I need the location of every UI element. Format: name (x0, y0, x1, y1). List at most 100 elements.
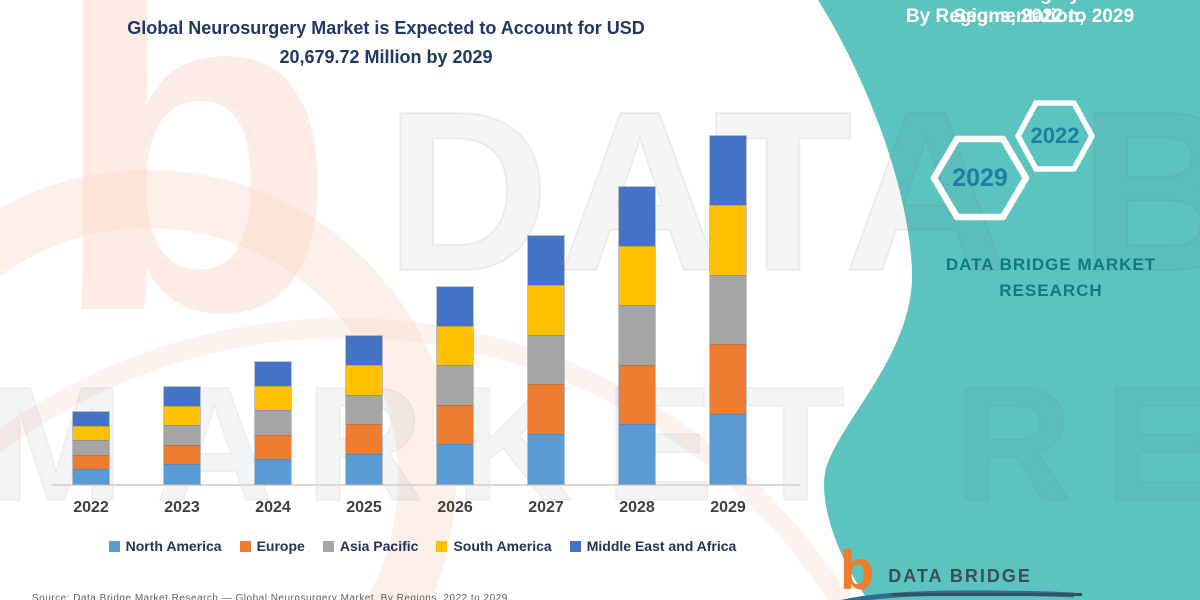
brand-line-1: DATA BRIDGE MARKET (945, 255, 1157, 274)
bar-segment-asia-pacific (619, 305, 655, 365)
bar-segment-south-america (710, 204, 746, 275)
hexagon-2029: 2029 (930, 134, 1030, 222)
bar-stack (345, 335, 383, 485)
bar-stack (436, 286, 474, 485)
bar-segment-south-america (73, 425, 109, 441)
bar-segment-north-america (528, 434, 564, 484)
bar-segment-europe (164, 444, 200, 465)
bar-2023: 2023 (163, 386, 201, 516)
cut-off-source-caption: Source: Data Bridge Market Research — Gl… (32, 593, 508, 600)
bar-stack (618, 186, 656, 485)
bar-segment-middle-east-and-africa (164, 387, 200, 406)
bar-segment-middle-east-and-africa (437, 287, 473, 326)
legend-item: South America (436, 538, 552, 554)
bar-segment-south-america (346, 364, 382, 395)
bar-segment-north-america (346, 454, 382, 484)
bar-2027: 2027 (527, 235, 565, 516)
title-line-1: Global Neurosurgery Market is Expected t… (127, 18, 645, 38)
bar-segment-europe (346, 424, 382, 455)
bar-segment-asia-pacific (710, 274, 746, 345)
bar-2024: 2024 (254, 361, 292, 516)
logo-b-icon: b (840, 538, 875, 600)
bar-segment-middle-east-and-africa (346, 336, 382, 365)
bar-2026: 2026 (436, 286, 474, 516)
bar-segment-europe (619, 364, 655, 425)
bar-segment-middle-east-and-africa (73, 412, 109, 426)
x-axis-label: 2029 (710, 499, 746, 516)
bar-2022: 2022 (72, 411, 110, 516)
bar-segment-asia-pacific (528, 334, 564, 385)
x-axis-label: 2027 (528, 499, 564, 516)
logo-underline (892, 593, 1082, 596)
bar-segment-europe (255, 434, 291, 460)
data-bridge-watermark: DATA BRIDGE (384, 65, 1200, 319)
bar-segment-south-america (619, 245, 655, 306)
bar-2029: 2029 (709, 135, 747, 516)
bar-segment-europe (528, 384, 564, 435)
legend-label: North America (125, 538, 222, 554)
bar-stack (163, 386, 201, 485)
legend-swatch-icon (322, 540, 334, 552)
bar-segment-south-america (164, 405, 200, 426)
panel-brand-text: DATA BRIDGE MARKET RESEARCH (920, 252, 1182, 303)
legend-item: Asia Pacific (322, 538, 419, 554)
legend-label: Europe (256, 538, 305, 554)
bar-segment-asia-pacific (255, 410, 291, 435)
legend-swatch-icon (108, 540, 120, 552)
bar-segment-middle-east-and-africa (619, 187, 655, 246)
bar-segment-europe (73, 454, 109, 470)
bar-segment-asia-pacific (346, 394, 382, 425)
bar-stack (254, 361, 292, 485)
bar-segment-north-america (164, 464, 200, 484)
bar-segment-asia-pacific (437, 365, 473, 405)
panel-subtitle: By Regions, 2022 to 2029 (905, 6, 1135, 27)
bar-segment-middle-east-and-africa (710, 136, 746, 205)
legend-item: Middle East and Africa (569, 538, 737, 554)
x-axis-label: 2022 (73, 499, 109, 516)
hexagon-2022: 2022 (1014, 99, 1096, 173)
logo-brand-text: DATA BRIDGE (888, 566, 1032, 586)
bar-segment-south-america (437, 325, 473, 366)
bar-segment-europe (710, 344, 746, 415)
bar-segment-north-america (619, 424, 655, 484)
bar-stack (72, 411, 110, 485)
x-axis-label: 2024 (255, 499, 291, 516)
bar-segment-middle-east-and-africa (255, 362, 291, 386)
hexagon-outline-icon (1015, 100, 1095, 172)
bar-stack (709, 135, 747, 485)
legend-item: North America (108, 538, 222, 554)
bar-segment-north-america (710, 414, 746, 484)
bar-segment-europe (437, 404, 473, 445)
title-line-2: 20,679.72 Million by 2029 (279, 46, 493, 67)
bar-segment-asia-pacific (164, 425, 200, 445)
brand-line-2: RESEARCH (999, 280, 1103, 300)
stacked-bar-chart: 2022 2023 2024 2025 2026 2027 2028 2029 (72, 130, 747, 516)
page-title: Global Neurosurgery Market is Expected t… (72, 14, 700, 72)
chart-legend: North America Europe Asia Pacific South Ame… (50, 538, 795, 554)
bar-segment-north-america (437, 444, 473, 484)
market-research-watermark: MARKET RESEARCH (0, 352, 1200, 535)
bar-segment-south-america (255, 385, 291, 411)
hexagon-outline-icon (930, 135, 1030, 221)
bar-segment-north-america (73, 469, 109, 484)
bar-segment-asia-pacific (73, 440, 109, 455)
hexagon-2022-label: 2022 (1030, 123, 1080, 148)
footer-logo: b DATA BRIDGE (840, 538, 1082, 600)
x-axis-label: 2025 (346, 499, 382, 516)
x-axis-label: 2026 (437, 499, 473, 516)
x-axis-label: 2028 (619, 499, 655, 516)
bar-segment-north-america (255, 459, 291, 484)
legend-swatch-icon (436, 540, 448, 552)
bar-stack (527, 235, 565, 485)
legend-label: Asia Pacific (339, 538, 419, 554)
legend-swatch-icon (569, 540, 581, 552)
clipped-panel-heading: Global Neurosurgery Market Segmentation, (891, 0, 1147, 27)
legend-label: South America (453, 538, 552, 554)
bar-2028: 2028 (618, 186, 656, 516)
legend-swatch-icon (239, 540, 251, 552)
bar-2025: 2025 (345, 335, 383, 516)
legend-label: Middle East and Africa (586, 538, 737, 554)
x-axis-line (52, 484, 800, 486)
legend-item: Europe (239, 538, 305, 554)
